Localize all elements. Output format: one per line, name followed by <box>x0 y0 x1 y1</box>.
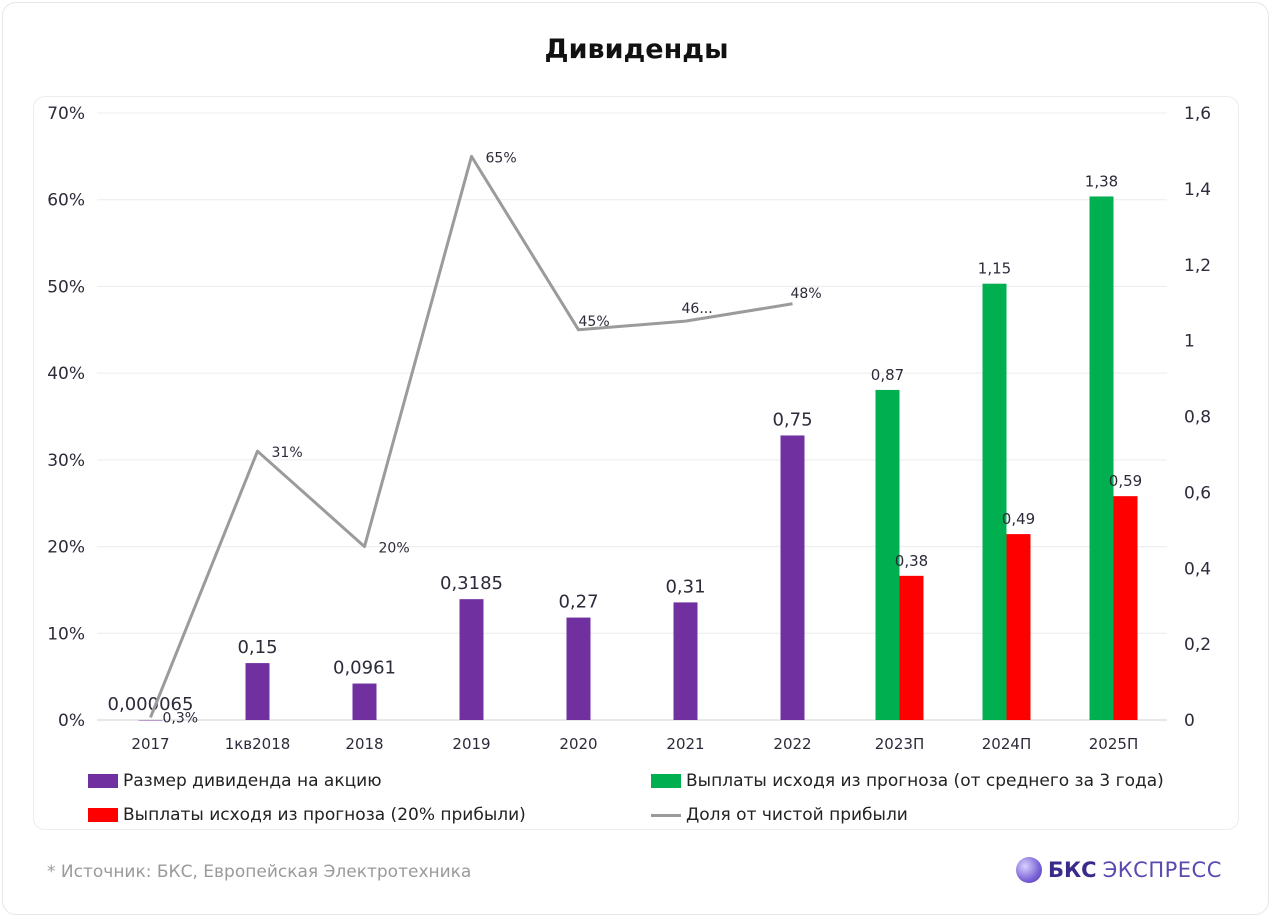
x-tick-label: 2023П <box>875 735 924 753</box>
y-left-tick-label: 60% <box>47 191 85 211</box>
data-label-forecast-avg: 1,38 <box>1085 172 1118 190</box>
bar-dividend <box>566 617 591 720</box>
bar-forecast-20 <box>899 575 924 720</box>
data-label-dividend: 0,0961 <box>333 658 396 679</box>
plot-frame <box>33 96 1239 830</box>
data-label-payout: 65% <box>486 150 517 166</box>
legend-swatch-payout <box>651 813 681 817</box>
y-right-tick-label: 1 <box>1184 332 1195 352</box>
data-label-dividend: 0,27 <box>558 592 598 613</box>
data-label-dividend: 0,15 <box>237 637 277 658</box>
data-label-payout: 45% <box>579 314 610 330</box>
legend-item-dividend: Размер дивиденда на акцию <box>88 771 382 791</box>
y-left-tick-label: 40% <box>47 364 85 384</box>
legend-label-payout: Доля от чистой прибыли <box>686 805 908 825</box>
y-left-tick-label: 0% <box>58 711 85 731</box>
bar-dividend <box>673 602 698 720</box>
bar-forecast-avg <box>982 283 1007 720</box>
data-label-payout: 46... <box>682 301 713 317</box>
legend-swatch-forecast-avg <box>651 774 681 788</box>
source-note: * Источник: БКС, Европейская Электротехн… <box>47 862 472 882</box>
y-right-tick-label: 0,4 <box>1184 559 1211 579</box>
y-right-tick-label: 0,6 <box>1184 483 1211 503</box>
x-tick-label: 2025П <box>1089 735 1138 753</box>
x-tick-label: 2021 <box>666 735 704 753</box>
data-label-dividend: 0,31 <box>665 576 705 597</box>
legend-swatch-dividend <box>88 774 118 788</box>
x-tick-label: 1кв2018 <box>225 735 291 753</box>
data-label-payout: 31% <box>272 445 303 461</box>
data-label-forecast-20: 0,49 <box>1002 510 1035 528</box>
line-payout <box>149 154 793 718</box>
y-right-tick-label: 1,6 <box>1184 104 1211 124</box>
y-left-tick-label: 20% <box>47 538 85 558</box>
data-label-forecast-avg: 1,15 <box>978 260 1011 278</box>
x-tick-label: 2019 <box>452 735 490 753</box>
x-tick-label: 2017 <box>131 735 169 753</box>
data-label-forecast-20: 0,59 <box>1109 472 1142 490</box>
data-label-dividend: 0,75 <box>772 409 812 430</box>
brand-name: БКС <box>1048 858 1097 882</box>
x-tick-label: 2018 <box>345 735 383 753</box>
y-right-tick-label: 0,8 <box>1184 408 1211 428</box>
bar-dividend <box>459 599 484 720</box>
data-label-forecast-avg: 0,87 <box>871 366 904 384</box>
y-left-tick-label: 50% <box>47 277 85 297</box>
legend-swatch-forecast-20 <box>88 808 118 822</box>
x-tick-label: 2022 <box>773 735 811 753</box>
legend-item-forecast-avg: Выплаты исходя из прогноза (от среднего … <box>651 771 1164 791</box>
brand-logo: БКС ЭКСПРЕСС <box>1016 857 1222 883</box>
bar-forecast-20 <box>1006 534 1031 720</box>
y-left-tick-label: 70% <box>47 104 85 124</box>
data-label-payout: 0,3% <box>163 710 199 726</box>
x-tick-label: 2024П <box>982 735 1031 753</box>
y-left-tick-label: 30% <box>47 451 85 471</box>
bar-dividend <box>780 435 805 720</box>
y-right-tick-label: 0 <box>1184 711 1195 731</box>
brand-suffix: ЭКСПРЕСС <box>1102 858 1222 882</box>
bar-forecast-avg <box>1089 196 1114 720</box>
legend-label-forecast-avg: Выплаты исходя из прогноза (от среднего … <box>686 771 1164 791</box>
bar-dividend <box>245 663 270 720</box>
bar-dividend <box>352 683 377 720</box>
data-label-dividend: 0,000065 <box>108 694 194 715</box>
bar-forecast-20 <box>1113 496 1138 720</box>
bar-dividend <box>138 719 163 721</box>
data-label-payout: 20% <box>379 541 410 557</box>
legend-label-dividend: Размер дивиденда на акцию <box>123 771 382 791</box>
y-right-tick-label: 1,4 <box>1184 180 1211 200</box>
y-left-tick-label: 10% <box>47 624 85 644</box>
legend-item-forecast-20: Выплаты исходя из прогноза (20% прибыли) <box>88 805 526 825</box>
bar-forecast-avg <box>875 389 900 720</box>
data-label-payout: 48% <box>791 286 822 302</box>
data-label-forecast-20: 0,38 <box>895 552 928 570</box>
chart-title: Дивиденды <box>544 34 729 65</box>
brand-icon <box>1016 857 1042 883</box>
y-right-tick-label: 0,2 <box>1184 635 1211 655</box>
data-label-dividend: 0,3185 <box>440 573 503 594</box>
x-tick-label: 2020 <box>559 735 597 753</box>
legend-item-payout: Доля от чистой прибыли <box>651 805 908 825</box>
legend-label-forecast-20: Выплаты исходя из прогноза (20% прибыли) <box>123 805 526 825</box>
y-right-tick-label: 1,2 <box>1184 256 1211 276</box>
